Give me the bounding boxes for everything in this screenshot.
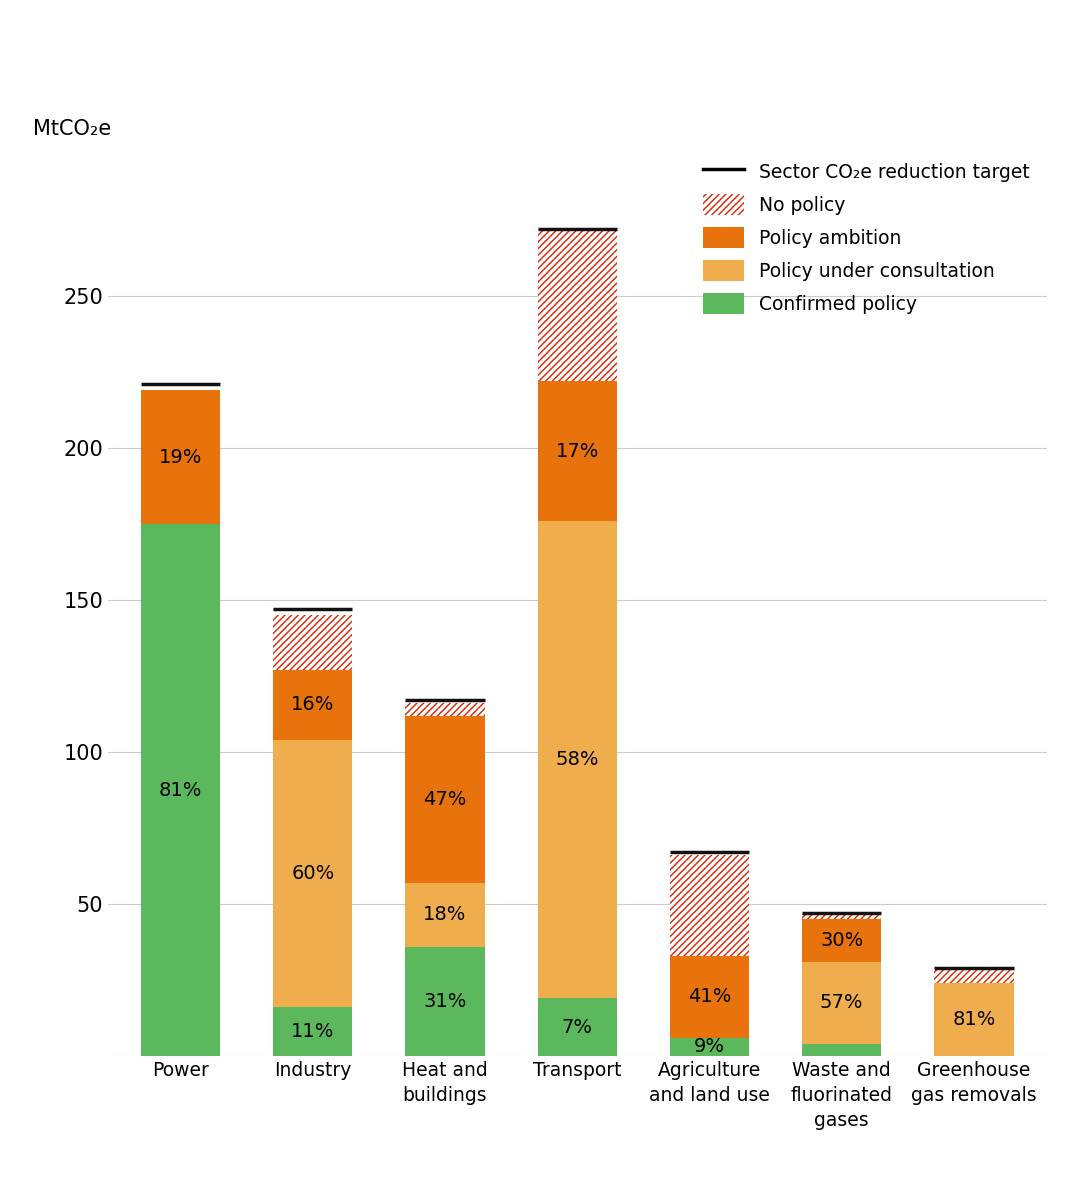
- Bar: [273, 616, 353, 670]
- Text: 7%: 7%: [562, 1018, 592, 1037]
- Bar: [406, 947, 484, 1056]
- Text: 19%: 19%: [159, 448, 202, 467]
- Bar: [537, 521, 617, 998]
- Text: 16%: 16%: [291, 695, 334, 714]
- Text: 18%: 18%: [423, 905, 467, 924]
- Text: 9%: 9%: [694, 1037, 725, 1056]
- Bar: [934, 983, 1013, 1056]
- Bar: [537, 998, 617, 1056]
- Text: MtCO₂e: MtCO₂e: [32, 120, 111, 139]
- Bar: [802, 913, 882, 919]
- Text: 17%: 17%: [556, 442, 599, 461]
- Bar: [406, 715, 484, 883]
- Bar: [670, 1038, 749, 1056]
- Text: 30%: 30%: [820, 931, 863, 950]
- Text: 41%: 41%: [687, 988, 732, 1007]
- Legend: Sector CO₂e reduction target, No policy, Policy ambition, Policy under consultat: Sector CO₂e reduction target, No policy,…: [695, 154, 1037, 322]
- Bar: [406, 883, 484, 947]
- Text: 81%: 81%: [159, 780, 202, 799]
- Bar: [273, 670, 353, 740]
- Bar: [406, 703, 484, 715]
- Bar: [802, 919, 882, 961]
- Bar: [670, 856, 749, 955]
- Bar: [934, 968, 1013, 983]
- Bar: [141, 390, 220, 524]
- Bar: [802, 1044, 882, 1056]
- Text: 81%: 81%: [953, 1010, 996, 1030]
- Text: 31%: 31%: [423, 991, 467, 1010]
- Bar: [273, 1007, 353, 1056]
- Bar: [141, 524, 220, 1056]
- Bar: [802, 961, 882, 1044]
- Text: 57%: 57%: [820, 994, 863, 1013]
- Text: 11%: 11%: [291, 1022, 334, 1042]
- Bar: [273, 740, 353, 1007]
- Text: 58%: 58%: [556, 750, 599, 769]
- Text: 47%: 47%: [423, 790, 467, 809]
- Bar: [537, 229, 617, 382]
- Text: 60%: 60%: [291, 864, 334, 883]
- Bar: [537, 382, 617, 521]
- Bar: [670, 955, 749, 1038]
